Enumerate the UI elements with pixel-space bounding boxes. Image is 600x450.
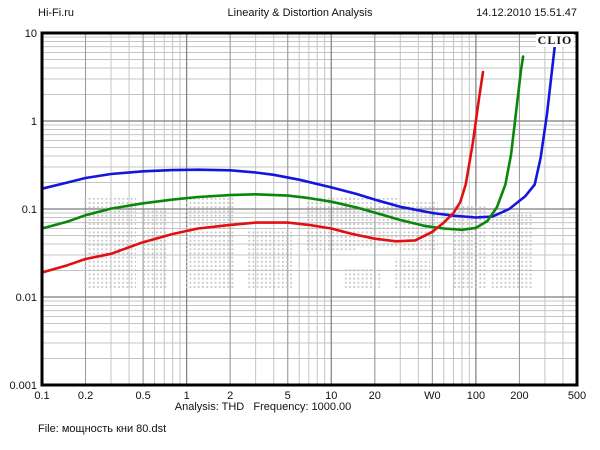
green-curve <box>40 55 525 232</box>
x-tick-label: 2 <box>227 390 233 402</box>
x-tick-label: W0 <box>424 390 441 402</box>
x-tick-label: 0.2 <box>78 390 93 402</box>
blue-curve <box>40 46 556 219</box>
file-name-line: File: мощность кни 80.dst <box>38 423 167 435</box>
x-tick-label: 10 <box>325 390 337 402</box>
x-tick-label: 200 <box>510 390 528 402</box>
x-tick-label: 0.5 <box>135 390 150 402</box>
y-tick-label: 10 <box>25 28 37 40</box>
y-tick-label: 1 <box>31 116 37 128</box>
clio-logo: CLIO <box>536 33 574 47</box>
x-tick-label: 100 <box>467 390 485 402</box>
red-curve <box>40 70 485 274</box>
timestamp: 14.12.2010 15.51.47 <box>476 7 577 19</box>
watermark-dots <box>246 228 292 288</box>
watermark-dots <box>142 208 168 288</box>
x-tick-label: 20 <box>369 390 381 402</box>
x-tick-label: 500 <box>568 390 586 402</box>
watermark-dots <box>186 196 234 290</box>
y-tick-label: 0.001 <box>9 380 37 392</box>
x-tick-label: 5 <box>285 390 291 402</box>
watermark-dots <box>84 198 136 290</box>
watermark-dots <box>394 258 430 290</box>
page-title: Linearity & Distortion Analysis <box>227 7 373 19</box>
y-tick-label: 0.1 <box>22 204 37 216</box>
x-tick-label: 1 <box>184 390 190 402</box>
watermark-dots <box>344 268 380 290</box>
y-tick-label: 0.01 <box>16 292 37 304</box>
plot-frame <box>40 31 579 387</box>
x-tick-label: 0.1 <box>34 390 49 402</box>
analysis-status-line: Analysis: THD Frequency: 1000.00 <box>174 401 352 413</box>
watermark-dots <box>490 212 532 290</box>
watermark-dots <box>452 206 486 290</box>
site-label: Hi-Fi.ru <box>38 7 75 19</box>
